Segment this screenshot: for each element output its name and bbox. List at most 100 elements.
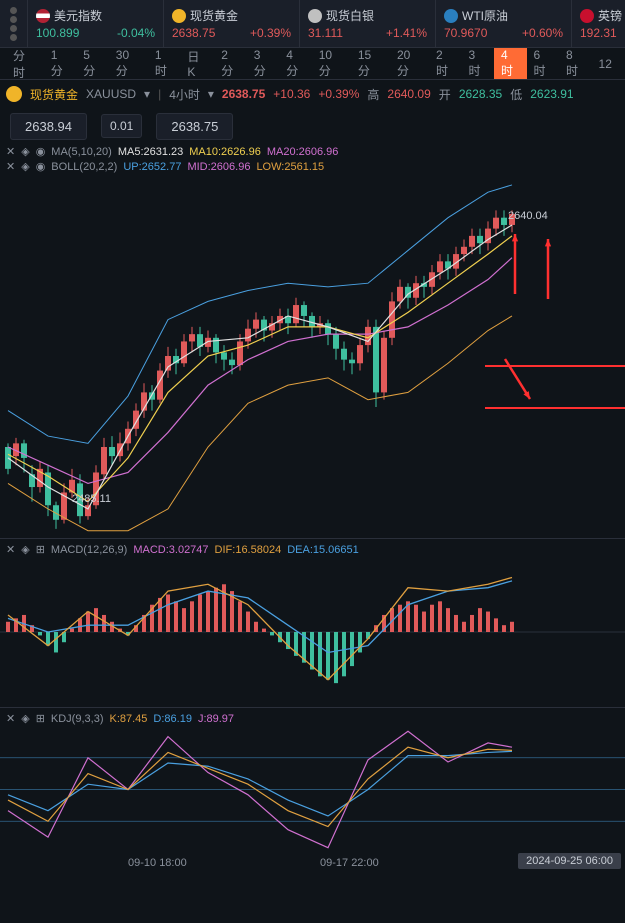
ticker-change: +0.39%	[250, 26, 291, 40]
timeframe-bar: 分时1分5分30分1时日K2分3分4分10分15分20分2时3时4时6时8时12	[0, 48, 625, 80]
macd-value: MACD:3.02747	[133, 544, 208, 556]
timeframe-5分[interactable]: 5分	[76, 48, 109, 80]
dif-value: DIF:16.58024	[215, 544, 282, 556]
ticker-name: 现货黄金	[190, 7, 238, 24]
ticker-price: 100.899	[36, 26, 79, 40]
timeframe-20分[interactable]: 20分	[390, 48, 429, 80]
boll-indicator-row: ✕ ◈ ◉ BOLL(20,2,2) UP:2652.77 MID:2606.9…	[0, 159, 625, 174]
current-price-box[interactable]: 2638.94	[10, 113, 87, 140]
high-annotation: 2640.04	[508, 210, 548, 222]
ticker-change: -0.04%	[117, 26, 155, 40]
x-axis-label: 09-10 18:00	[128, 857, 187, 869]
timeframe-15分[interactable]: 15分	[351, 48, 390, 80]
timeframe-3分[interactable]: 3分	[247, 48, 280, 80]
macd-chart[interactable]	[0, 557, 625, 707]
timeframe-30分[interactable]: 30分	[109, 48, 148, 80]
symbol-price: 2638.75	[222, 87, 265, 101]
settings-icon[interactable]: ◉	[36, 145, 46, 158]
timeframe-8时[interactable]: 8时	[559, 48, 592, 80]
timeframe-分时[interactable]: 分时	[6, 48, 44, 80]
dropdown-icon-2[interactable]: ▾	[208, 87, 214, 101]
ticker-price: 192.31	[580, 26, 617, 40]
open-value: 2628.35	[459, 87, 502, 101]
eye-icon[interactable]: ◈	[21, 712, 29, 725]
symbol-change: +10.36	[273, 87, 310, 101]
low-label: 低	[510, 86, 522, 103]
current-datetime-badge: 2024-09-25 06:00	[518, 853, 621, 869]
settings-icon[interactable]: ◉	[36, 160, 46, 173]
ma-label: MA(5,10,20)	[51, 146, 112, 158]
timeframe-6时[interactable]: 6时	[527, 48, 560, 80]
timeframe-1时[interactable]: 1时	[148, 48, 181, 80]
close-icon[interactable]: ✕	[6, 160, 15, 173]
open-label: 开	[439, 86, 451, 103]
symbol-icon	[6, 86, 22, 102]
symbol-info-bar: 现货黄金 XAUUSD ▾ | 4小时 ▾ 2638.75 +10.36 +0.…	[0, 80, 625, 108]
macd-indicator-row: ✕ ◈ ⊞ MACD(12,26,9) MACD:3.02747 DIF:16.…	[0, 538, 625, 557]
symbol-pct: +0.39%	[318, 87, 359, 101]
ticker-item[interactable]: 现货白银 31.111 +1.41%	[299, 0, 435, 47]
high-label: 高	[367, 86, 379, 103]
symbol-code[interactable]: XAUUSD	[86, 87, 136, 101]
kdj-d-value: D:86.19	[153, 713, 192, 725]
ma20-value: MA20:2606.96	[267, 146, 339, 158]
dropdown-icon[interactable]: ▾	[144, 87, 150, 101]
ticker-change: +1.41%	[386, 26, 427, 40]
kdj-chart[interactable]: 09-10 18:00 09-17 22:00 2024-09-25 06:00	[0, 726, 625, 871]
close-icon[interactable]: ✕	[6, 712, 15, 725]
ticker-item[interactable]: WTI原油 70.9670 +0.60%	[435, 0, 571, 47]
boll-up-value: UP:2652.77	[123, 161, 181, 173]
eye-icon[interactable]: ◈	[21, 160, 29, 173]
boll-label: BOLL(20,2,2)	[51, 161, 117, 173]
ma5-value: MA5:2631.23	[118, 146, 183, 158]
ticker-name: WTI原油	[462, 7, 508, 24]
ticker-price: 2638.75	[172, 26, 215, 40]
timeframe-2时[interactable]: 2时	[429, 48, 462, 80]
close-icon[interactable]: ✕	[6, 543, 15, 556]
high-value: 2640.09	[387, 87, 430, 101]
ticker-bar: 美元指数 100.899 -0.04% 现货黄金 2638.75 +0.39% 现货白银…	[0, 0, 625, 48]
eye-icon[interactable]: ◈	[21, 145, 29, 158]
ticker-item[interactable]: 英镑 192.31	[571, 0, 625, 47]
ma-indicator-row: ✕ ◈ ◉ MA(5,10,20) MA5:2631.23 MA10:2626.…	[0, 144, 625, 159]
symbol-timeframe: 4小时	[169, 86, 200, 103]
boll-mid-value: MID:2606.96	[187, 161, 250, 173]
low-value: 2623.91	[530, 87, 573, 101]
x-axis-label: 09-17 22:00	[320, 857, 379, 869]
kdj-k-value: K:87.45	[109, 713, 147, 725]
ticker-item[interactable]: 美元指数 100.899 -0.04%	[27, 0, 163, 47]
main-candlestick-chart[interactable]: 2485.11 2640.04	[0, 174, 625, 538]
app-menu-icon[interactable]	[0, 0, 27, 47]
macd-label: MACD(12,26,9)	[51, 544, 127, 556]
ticker-change: +0.60%	[522, 26, 563, 40]
timeframe-12[interactable]: 12	[592, 53, 619, 75]
timeframe-2分[interactable]: 2分	[214, 48, 247, 80]
boll-low-value: LOW:2561.15	[256, 161, 324, 173]
last-price-box[interactable]: 2638.75	[156, 113, 233, 140]
dea-value: DEA:15.06651	[287, 544, 359, 556]
timeframe-3时[interactable]: 3时	[462, 48, 495, 80]
ticker-item[interactable]: 现货黄金 2638.75 +0.39%	[163, 0, 299, 47]
kdj-label: KDJ(9,3,3)	[51, 713, 104, 725]
low-annotation: 2485.11	[72, 493, 111, 505]
timeframe-4时[interactable]: 4时	[494, 48, 527, 80]
step-box[interactable]: 0.01	[101, 114, 142, 138]
timeframe-1分[interactable]: 1分	[44, 48, 77, 80]
kdj-indicator-row: ✕ ◈ ⊞ KDJ(9,3,3) K:87.45 D:86.19 J:89.97	[0, 707, 625, 726]
ma10-value: MA10:2626.96	[189, 146, 261, 158]
symbol-name: 现货黄金	[30, 86, 78, 103]
timeframe-日K[interactable]: 日K	[180, 48, 214, 80]
close-icon[interactable]: ✕	[6, 145, 15, 158]
expand-icon[interactable]: ⊞	[36, 712, 45, 725]
ticker-price: 31.111	[308, 26, 343, 40]
kdj-j-value: J:89.97	[198, 713, 234, 725]
timeframe-10分[interactable]: 10分	[312, 48, 351, 80]
ticker-name: 美元指数	[54, 7, 102, 24]
eye-icon[interactable]: ◈	[21, 543, 29, 556]
ticker-price: 70.9670	[444, 26, 487, 40]
timeframe-4分[interactable]: 4分	[279, 48, 312, 80]
price-input-row: 2638.94 0.01 2638.75	[0, 108, 625, 144]
ticker-name: 现货白银	[326, 7, 374, 24]
ticker-name: 英镑	[598, 7, 622, 24]
expand-icon[interactable]: ⊞	[36, 543, 45, 556]
